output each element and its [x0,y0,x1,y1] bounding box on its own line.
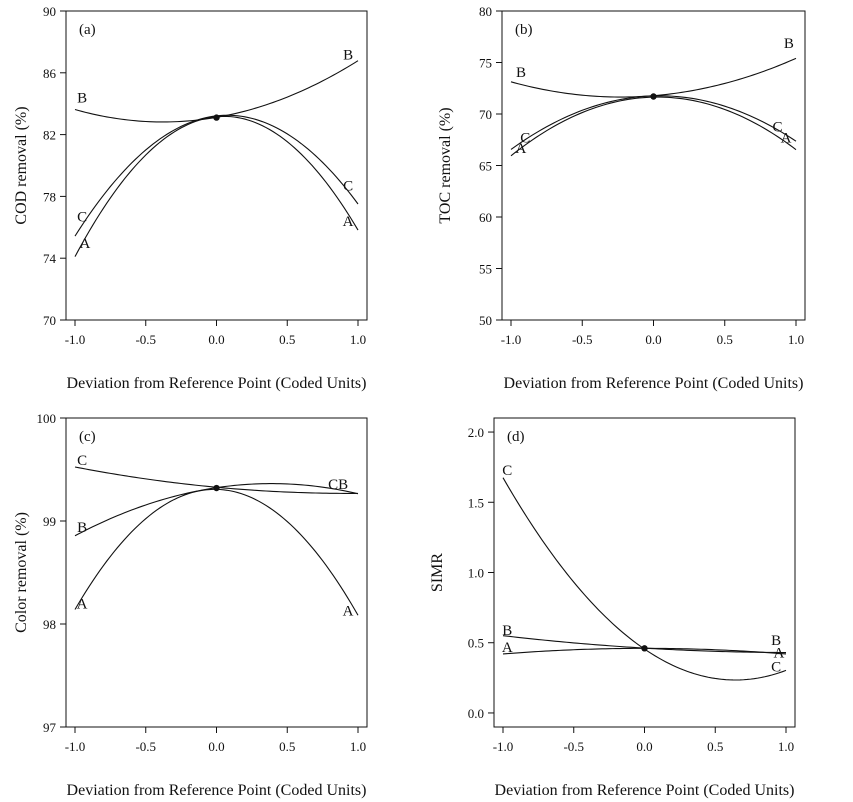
x-axis-title: Deviation from Reference Point (Coded Un… [67,782,367,799]
y-axis-title: COD removal (%) [13,106,30,224]
curve-label: A [79,236,90,252]
plot-frame [65,10,368,321]
y-tick-label: 1.5 [468,495,484,510]
series-line-a [74,488,359,616]
curve-label: C [77,209,87,225]
x-tick-label: 0.5 [279,739,295,754]
y-tick-label: 75 [479,56,492,71]
panel-tag: (c) [79,429,96,445]
y-tick-label: 99 [43,514,56,529]
curve-label: B [502,623,512,639]
panel-tag: (b) [515,22,533,38]
x-tick-label: -1.0 [493,739,514,754]
curve-label: C [502,463,512,479]
curve-label: C [520,131,530,147]
series-line-b [510,57,797,98]
series-line-b [74,60,359,123]
y-tick-label: 60 [479,210,492,225]
curve-label: B [77,91,87,107]
y-tick-label: 97 [43,720,57,735]
y-tick-label: 65 [479,159,492,174]
curve-label: B [771,633,781,649]
reference-point [650,93,657,100]
x-axis-title: Deviation from Reference Point (Coded Un… [495,782,795,799]
x-tick-label: 0.0 [645,332,661,347]
curve-label: A [781,131,792,147]
y-tick-label: 82 [43,128,56,143]
y-tick-label: 78 [43,189,56,204]
panel-c: -1.0 -0.5 0.0 0.5 1.0 97 98 99 100 Deviation from… [13,411,368,799]
y-tick-label: 70 [479,107,492,122]
x-tick-label: 0.0 [208,332,224,347]
y-axis-title: TOC removal (%) [437,107,454,223]
series-line-c [74,114,359,237]
panel-a: -1.0 -0.5 0.0 0.5 1.0 70 74 78 82 86 90 Deviation f… [13,4,368,392]
curve-label: B [343,47,353,63]
curve-label: A [502,640,513,656]
x-tick-label: 1.0 [788,332,804,347]
y-tick-label: 50 [479,313,492,328]
plot-frame [501,10,806,321]
series-line-b [74,483,359,537]
y-tick-label: 80 [479,4,492,19]
reference-point [213,484,220,492]
x-axis-title: Deviation from Reference Point (Coded Un… [504,375,804,392]
x-tick-label: 0.5 [279,332,295,347]
x-tick-label: 1.0 [350,739,366,754]
y-tick-label: 1.0 [468,566,484,581]
x-tick-label: -0.5 [135,332,156,347]
y-tick-label: 100 [37,411,57,426]
panel-tag: (d) [507,429,525,445]
x-tick-label: 0.0 [636,739,652,754]
curve-label: A [774,646,785,662]
y-tick-label: 70 [43,313,56,328]
curve-label: C [343,179,353,195]
x-tick-label: 1.0 [350,332,366,347]
y-tick-label: 98 [43,617,56,632]
y-tick-label: 74 [43,251,57,266]
curve-label: B [784,36,794,52]
x-tick-label: -1.0 [65,739,86,754]
y-tick-label: 55 [479,262,492,277]
curve-label: CB [328,477,348,493]
y-axis-title: Color removal (%) [13,512,30,633]
curve-label: C [771,660,781,676]
x-tick-label: 0.5 [707,739,723,754]
plot-frame [493,417,796,728]
curve-label: A [343,214,354,230]
y-tick-label: 0.5 [468,636,484,651]
curve-label: C [77,453,87,469]
reference-point [213,114,220,121]
x-tick-label: -0.5 [563,739,584,754]
x-tick-label: -1.0 [501,332,522,347]
series-line-a [74,115,359,257]
x-axis-title: Deviation from Reference Point (Coded Un… [67,375,367,392]
curve-label: B [77,520,87,536]
panel-b: -1.0 -0.5 0.0 0.5 1.0 50 55 60 65 70 75 80 Deviation… [437,4,806,392]
plot-frame [65,417,368,728]
y-tick-label: 2.0 [468,425,484,440]
x-tick-label: 0.5 [717,332,733,347]
curve-label: A [77,596,88,612]
curve-label: C [772,119,782,135]
panel-d: -1.0 -0.5 0.0 0.5 1.0 0.0 0.5 1.0 1.5 2.0 Deviatio… [429,417,796,799]
x-tick-label: -0.5 [135,739,156,754]
x-tick-label: 1.0 [778,739,794,754]
y-tick-label: 0.0 [468,706,484,721]
y-axis-title: SIMR [429,553,446,592]
x-tick-label: -0.5 [572,332,593,347]
curve-label: B [516,65,526,81]
curve-label: A [516,141,527,157]
panel-tag: (a) [79,22,96,38]
y-tick-label: 90 [43,4,56,19]
curve-label: A [343,604,354,620]
x-tick-label: -1.0 [65,332,86,347]
series-line-a [510,96,797,157]
x-tick-label: 0.0 [208,739,224,754]
reference-point [641,645,648,652]
y-tick-label: 86 [43,66,57,81]
